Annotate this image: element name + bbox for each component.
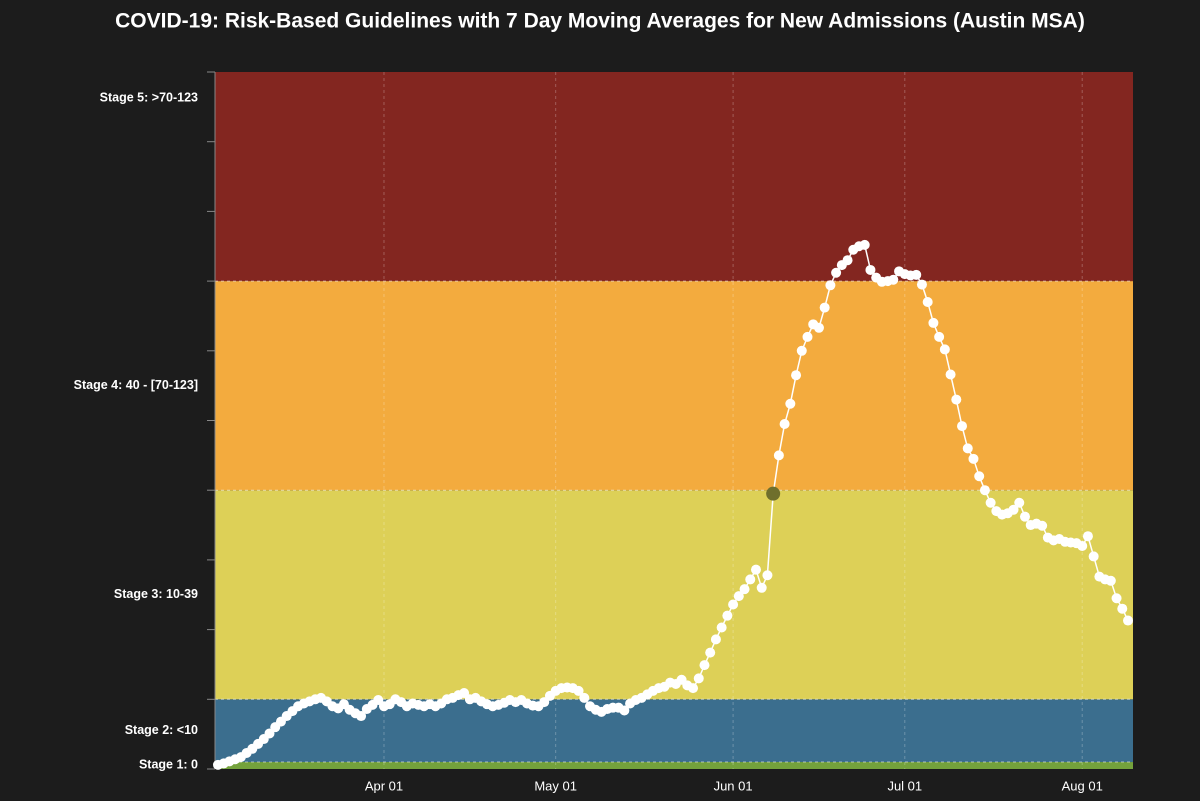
stage-label: Stage 2: <10 bbox=[125, 723, 198, 737]
point bbox=[699, 660, 710, 671]
point bbox=[1077, 540, 1088, 551]
point bbox=[979, 485, 990, 496]
point bbox=[733, 591, 744, 602]
point bbox=[573, 685, 584, 696]
point bbox=[1123, 615, 1133, 626]
stage-label: Stage 5: >70-123 bbox=[100, 90, 198, 104]
point bbox=[802, 331, 813, 342]
x-tick-label: Aug 01 bbox=[1062, 778, 1103, 793]
point bbox=[619, 705, 630, 716]
point bbox=[693, 673, 704, 684]
point bbox=[968, 453, 979, 464]
point bbox=[773, 450, 784, 461]
bands bbox=[215, 72, 1133, 769]
point bbox=[922, 297, 933, 308]
point bbox=[762, 570, 773, 581]
point bbox=[859, 239, 870, 250]
point bbox=[962, 443, 973, 454]
point bbox=[911, 269, 922, 280]
point bbox=[1008, 504, 1019, 515]
highlight-point bbox=[766, 486, 781, 501]
point bbox=[1037, 520, 1048, 531]
point bbox=[1082, 531, 1093, 542]
point bbox=[710, 634, 721, 645]
stage-band bbox=[215, 72, 1133, 282]
x-tick-label: May 01 bbox=[534, 778, 577, 793]
x-tick-label: Jul 01 bbox=[887, 778, 922, 793]
point bbox=[819, 302, 830, 313]
point bbox=[957, 421, 968, 432]
x-tick-label: Jun 01 bbox=[714, 778, 753, 793]
point bbox=[934, 331, 945, 342]
point bbox=[1117, 603, 1128, 614]
point bbox=[888, 274, 899, 285]
point bbox=[779, 418, 790, 429]
point bbox=[842, 255, 853, 266]
point bbox=[791, 370, 802, 381]
point bbox=[739, 584, 750, 595]
point bbox=[745, 574, 756, 585]
stage-label: Stage 1: 0 bbox=[139, 757, 198, 771]
point bbox=[785, 398, 796, 409]
marks bbox=[213, 239, 1133, 770]
point bbox=[688, 683, 699, 694]
point bbox=[1019, 511, 1030, 522]
point bbox=[945, 369, 956, 380]
point bbox=[728, 599, 739, 610]
point bbox=[985, 497, 996, 508]
point bbox=[796, 345, 807, 356]
point bbox=[1111, 593, 1122, 604]
point bbox=[928, 317, 939, 328]
stage-band bbox=[215, 490, 1133, 700]
point bbox=[825, 280, 836, 291]
point bbox=[951, 394, 962, 405]
stage-label: Stage 4: 40 - [70-123] bbox=[74, 378, 198, 392]
point bbox=[722, 610, 733, 621]
point bbox=[356, 711, 367, 722]
point bbox=[916, 279, 927, 290]
grid bbox=[215, 72, 1133, 769]
stage-band bbox=[215, 762, 1133, 769]
axes: Stage 1: 0 Stage 2: <10 Stage 3: 10-39 Stag… bbox=[74, 71, 1103, 793]
point bbox=[865, 264, 876, 275]
point bbox=[939, 344, 950, 355]
stage-band bbox=[215, 281, 1133, 491]
x-tick-label: Apr 01 bbox=[365, 778, 403, 793]
point bbox=[750, 564, 761, 575]
point bbox=[756, 582, 767, 593]
point bbox=[705, 647, 716, 658]
point bbox=[1014, 497, 1025, 508]
point bbox=[831, 267, 842, 278]
point bbox=[579, 692, 590, 703]
point bbox=[1088, 551, 1099, 562]
chart-title: COVID-19: Risk-Based Guidelines with 7 D… bbox=[115, 10, 1085, 33]
point bbox=[974, 471, 985, 482]
point bbox=[813, 322, 824, 333]
point bbox=[1105, 575, 1116, 586]
point bbox=[716, 622, 727, 633]
stage-label: Stage 3: 10-39 bbox=[114, 587, 198, 601]
